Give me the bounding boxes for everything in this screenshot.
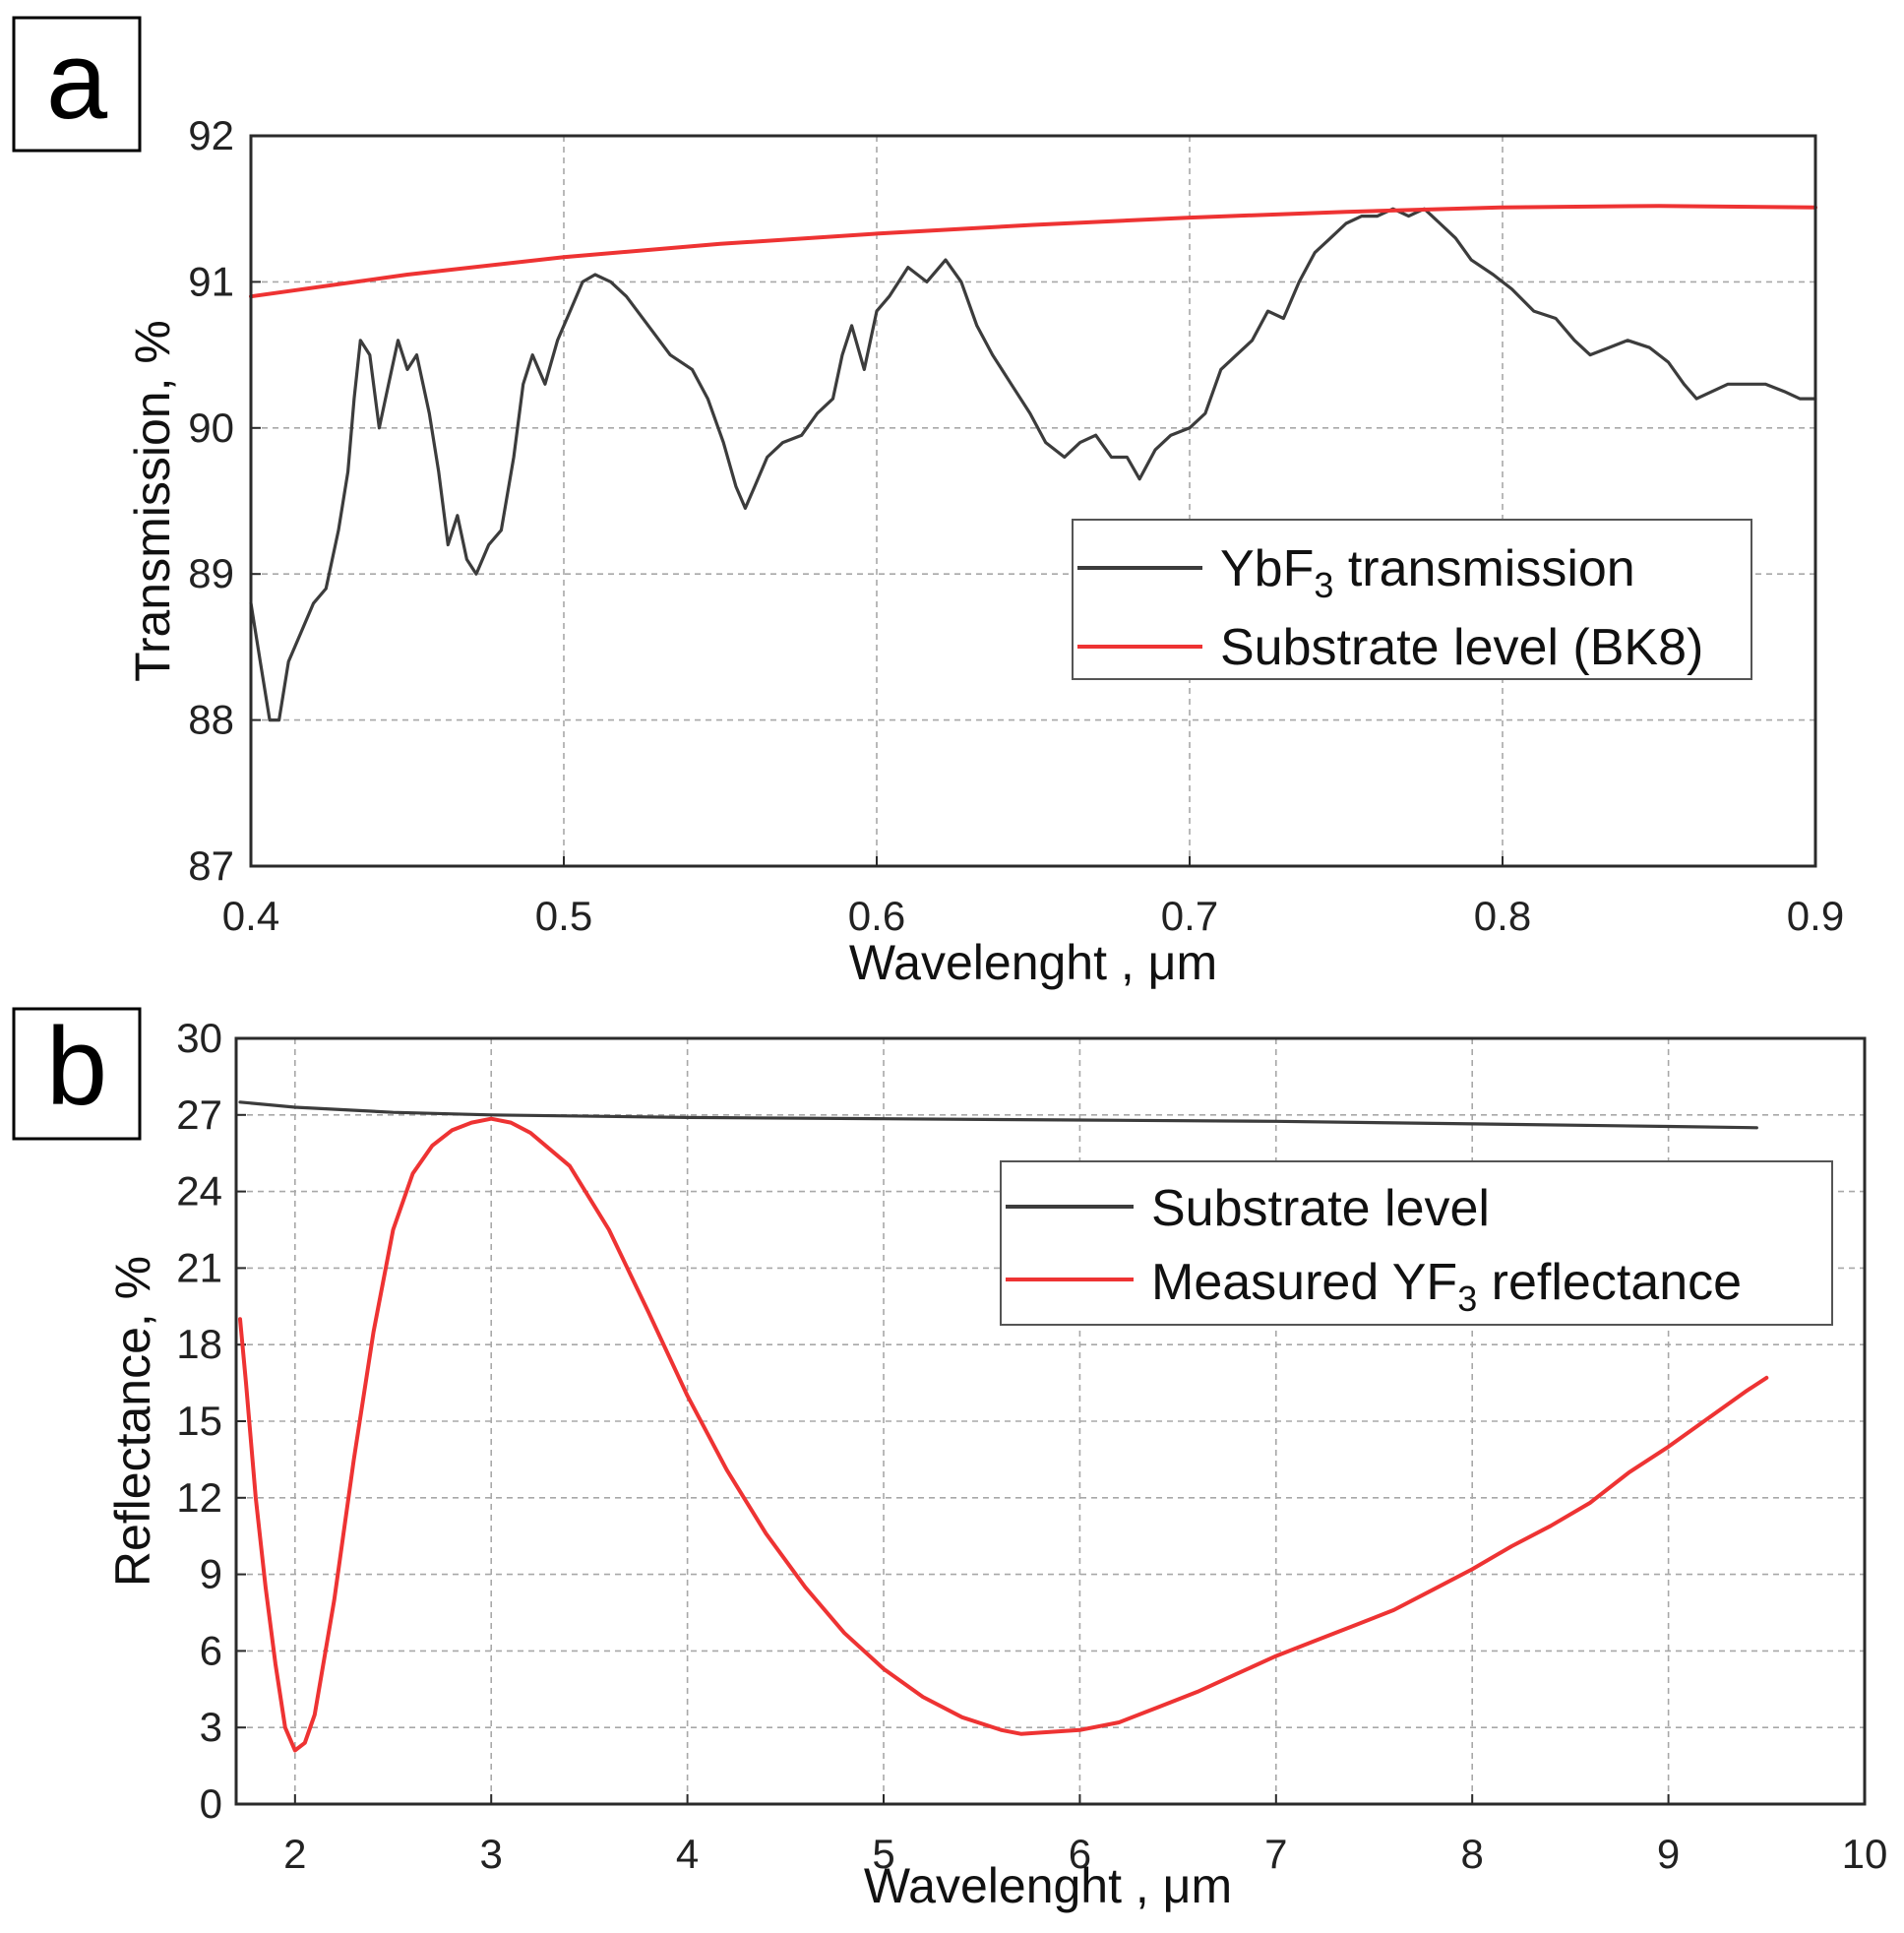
panel-a-ticks: 0.4 0.5 0.6 0.7 0.8 0.9 87 88 89 90 91 92 [188,112,1844,939]
legend-label-ybf3-transmission: YbF3 transmission [1220,540,1635,605]
panel-a-frame [249,134,1817,868]
panel-a-y-tick-label: 89 [188,550,234,596]
panel-b-x-tick-label: 4 [676,1831,699,1877]
panel-b-x-tick-label: 2 [283,1831,306,1877]
panel-a-letter-box [12,16,142,153]
panel-a-x-tick-label: 0.8 [1474,893,1531,939]
panel-b-x-tick-label: 8 [1461,1831,1484,1877]
panel-b-y-tick-label: 30 [176,1015,222,1061]
panel-a-y-tick-label: 91 [188,258,234,304]
legend-label-substrate-bk8: Substrate level (BK8) [1220,619,1703,676]
panel-b-legend: Substrate level Measured YF3 reflectance [1000,1160,1833,1326]
panel-b-legend-box [1000,1160,1833,1326]
panel-b-lines [238,1100,1769,1753]
panel-b-y-tick-label: 0 [200,1780,222,1827]
panel-b-y-tick-label: 3 [200,1704,222,1750]
panel-a-y-tick-label: 92 [188,112,234,158]
panel-a-y-axis-label: Transmission, % [125,320,180,682]
panel-b-series-substrate-level [238,1100,1758,1130]
panel-b-x-tick-label: 10 [1842,1831,1888,1877]
panel-b-letter: b [46,1005,107,1128]
panel-a-y-tick-label: 87 [188,842,234,889]
panel-b-x-tick-label: 6 [1069,1831,1091,1877]
panel-a-series-ybf3-transmission [249,207,1817,722]
panel-b-y-tick-label: 27 [176,1091,222,1138]
panel-a-grid [251,136,1815,866]
legend-label-substrate-level: Substrate level [1151,1180,1490,1237]
panel-a-y-tick-label: 90 [188,405,234,451]
panel-b-grid [236,1038,1865,1804]
panel-a-legend: YbF3 transmission Substrate level (BK8) [1072,519,1752,680]
panel-a-x-tick-label: 0.9 [1787,893,1844,939]
panel-a-x-tick-label: 0.6 [848,893,905,939]
panel-b-x-tick-label: 3 [480,1831,503,1877]
panel-a-x-tick-label: 0.7 [1161,893,1218,939]
panel-b-y-tick-label: 6 [200,1627,222,1673]
panel-a-legend-box [1072,519,1752,680]
panel-b-y-tick-label: 18 [176,1321,222,1367]
panel-b-y-tick-label: 12 [176,1474,222,1521]
panel-b-y-tick-label: 21 [176,1244,222,1290]
panel-a-letter: a [46,19,108,142]
panel-a-lines [249,204,1817,722]
panel-a-x-axis-label: Wavelenght , μm [849,935,1217,990]
panel-b-letter-box [12,1007,142,1141]
panel-b-y-tick-label: 15 [176,1398,222,1444]
panel-b-x-axis-label: Wavelenght , μm [864,1858,1232,1913]
panel-a: a 0.4 0.5 0.6 0.7 0.8 0.9 87 88 89 90 91 92 Wavelen… [12,16,1844,990]
panel-b-x-tick-label: 7 [1264,1831,1287,1877]
panel-a-y-tick-label: 88 [188,697,234,743]
panel-b-frame [234,1036,1867,1806]
panel-a-x-tick-label: 0.4 [222,893,279,939]
panel-b-y-axis-label: Reflectance, % [105,1256,160,1587]
panel-b-series-measured-yf3-reflectance [238,1116,1769,1753]
panel-b-x-tick-label: 9 [1657,1831,1680,1877]
panel-b-y-tick-label: 24 [176,1168,222,1215]
panel-b: b 2 3 4 5 6 7 8 9 10 0 3 6 9 12 15 18 21 24 27 30 Wavelengh… [12,1005,1887,1913]
panel-a-series-substrate-level-bk8 [249,204,1817,299]
legend-label-measured-yf3: Measured YF3 reflectance [1151,1254,1742,1319]
panel-b-x-tick-label: 5 [872,1831,894,1877]
panel-b-ticks: 2 3 4 5 6 7 8 9 10 0 3 6 9 12 15 18 21 24 27 30 [176,1015,1887,1877]
panel-b-y-tick-label: 9 [200,1551,222,1597]
panel-a-x-tick-label: 0.5 [535,893,592,939]
